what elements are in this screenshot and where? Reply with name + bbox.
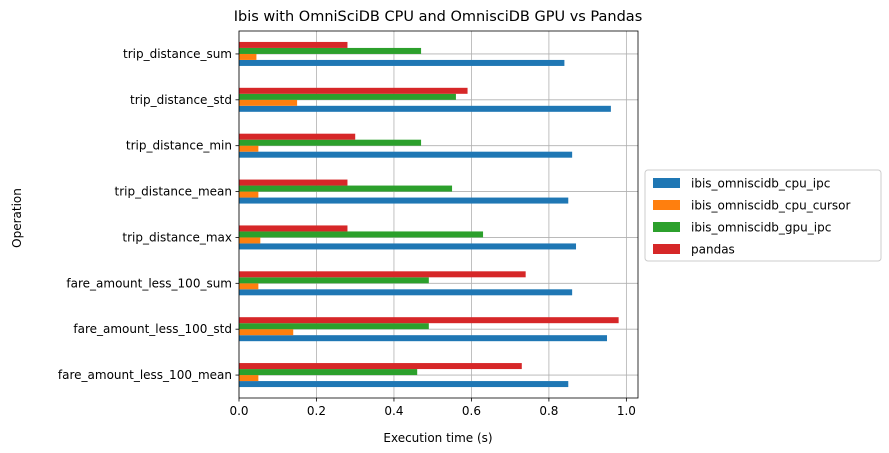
x-tick-label: 0.8 [539, 404, 558, 418]
plot-border [238, 30, 639, 399]
bar [239, 375, 259, 382]
bar [239, 323, 429, 330]
bar [239, 179, 348, 186]
x-axis-label: Execution time (s) [383, 431, 492, 445]
bar [239, 317, 619, 324]
bar [239, 93, 456, 100]
bar [239, 271, 526, 278]
x-tick-label: 0.0 [229, 404, 248, 418]
legend-swatch [653, 222, 680, 232]
bar [239, 151, 573, 158]
bar [239, 139, 422, 146]
bar [239, 231, 484, 238]
y-tick-label: trip_distance_min [126, 139, 232, 153]
gridlines [238, 31, 638, 398]
bar [239, 277, 429, 284]
x-tick-label: 1.0 [617, 404, 636, 418]
legend-swatch [653, 178, 680, 188]
bar [239, 145, 259, 152]
y-tick-label: fare_amount_less_100_sum [66, 276, 232, 290]
bar [239, 87, 468, 94]
x-tick-label: 0.2 [307, 404, 326, 418]
bar [239, 105, 611, 112]
y-axis-label: Operation [10, 188, 24, 248]
y-tick-label: trip_distance_sum [123, 47, 232, 61]
bar [239, 133, 356, 140]
bars [239, 41, 619, 388]
legend-label: pandas [691, 243, 735, 257]
bar [239, 53, 257, 60]
bar [239, 363, 522, 370]
x-tick-label: 0.6 [462, 404, 481, 418]
y-axis-ticks: fare_amount_less_100_mean fare_amount_les… [58, 47, 239, 382]
y-tick-label: trip_distance_mean [115, 185, 232, 199]
bar [239, 243, 577, 250]
bar [239, 99, 298, 106]
bar [239, 283, 259, 290]
bar [239, 335, 608, 342]
y-tick-label: trip_distance_max [122, 230, 232, 244]
y-tick-label: trip_distance_std [130, 93, 232, 107]
legend-box [644, 169, 882, 262]
plot-frame [238, 30, 639, 399]
bar [239, 225, 348, 232]
bar [239, 41, 348, 48]
bar [239, 289, 573, 296]
legend-label: ibis_omniscidb_cpu_cursor [691, 199, 850, 213]
bar [239, 369, 418, 376]
bar [239, 197, 569, 204]
bar [239, 185, 453, 192]
legend: ibis_omniscidb_cpu_ipc ibis_omniscidb_cpu… [644, 169, 882, 262]
chart-title: Ibis with OmniSciDB CPU and OmnisciDB GP… [234, 9, 643, 25]
bar [239, 329, 294, 336]
x-axis-ticks: 0.0 0.2 0.4 0.6 0.8 1.0 [229, 398, 636, 418]
bar [239, 237, 261, 244]
x-tick-label: 0.4 [384, 404, 403, 418]
y-tick-label: fare_amount_less_100_std [73, 322, 232, 336]
bar [239, 47, 422, 54]
legend-swatch [653, 200, 680, 210]
bar [239, 191, 259, 198]
legend-label: ibis_omniscidb_gpu_ipc [691, 221, 831, 235]
legend-label: ibis_omniscidb_cpu_ipc [691, 177, 830, 191]
y-tick-label: fare_amount_less_100_mean [58, 368, 232, 382]
bar [239, 381, 569, 388]
legend-swatch [653, 244, 680, 254]
bar [239, 59, 565, 66]
